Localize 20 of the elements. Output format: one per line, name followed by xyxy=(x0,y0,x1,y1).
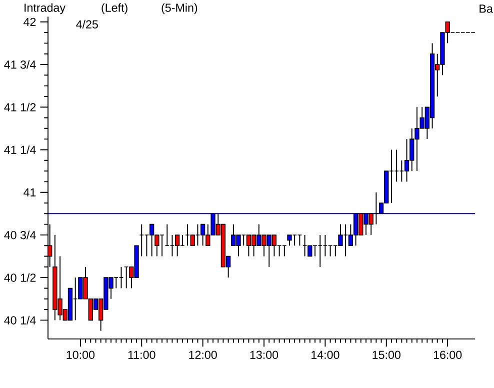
y-tick-label: 40 1/4 xyxy=(4,316,36,324)
y-tick-label: 41 1/2 xyxy=(4,102,36,112)
x-tick-label: 11:00 xyxy=(128,350,156,359)
text: Ba xyxy=(480,4,493,13)
y-tick-label: 40 3/4 xyxy=(4,230,36,240)
chart-title: Intraday xyxy=(24,3,66,14)
x-tick-label: 16:00 xyxy=(434,350,462,359)
x-tick-label: 13:00 xyxy=(250,350,278,359)
y-tick-label: 41 xyxy=(24,188,36,196)
x-tick-label: 14:00 xyxy=(312,350,340,359)
x-tick-label: 15:00 xyxy=(372,350,400,359)
y-tick-label: 41 3/4 xyxy=(4,60,36,69)
text: (Left) xyxy=(102,3,128,14)
y-tick-label: 41 1/4 xyxy=(4,145,36,154)
y-tick-label: 42 xyxy=(24,18,36,26)
text: (5-Min) xyxy=(162,3,198,14)
x-tick-label: 12:00 xyxy=(189,350,217,359)
x-tick-label: 10:00 xyxy=(66,350,95,359)
chart-subtitle: 4/25 xyxy=(76,20,98,28)
y-tick-label: 40 1/2 xyxy=(4,273,36,282)
